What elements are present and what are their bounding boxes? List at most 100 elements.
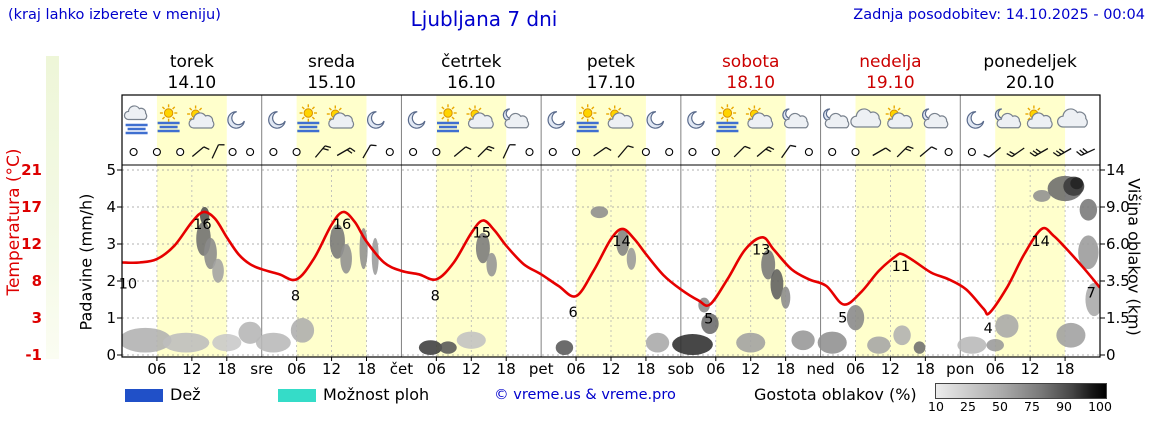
calm-wind-icon [269,147,278,157]
cloud-blob [995,314,1019,338]
calm-wind-icon [548,147,557,157]
hour-label: 06 [567,360,586,378]
hour-label: 06 [846,360,865,378]
temperature-line [122,210,1100,316]
day-date: 20.10 [1006,73,1055,93]
sun-cloud-icon [326,105,355,129]
density-tick: 90 [1056,399,1072,414]
moon-icon [407,111,426,129]
fog-sun-icon [716,104,739,133]
cloud-blob [616,229,630,256]
cloud-blob [672,334,713,355]
cloud-density-legend-label: Gostota oblakov (%) [754,385,917,404]
hour-label: 12 [182,360,201,378]
temp-value-label: 16 [193,217,211,233]
cloud-blob [371,237,379,276]
hour-label: 06 [427,360,446,378]
calm-wind-icon [711,147,720,157]
day-name: torek [170,52,214,72]
credit-link[interactable]: © vreme.us & vreme.pro [494,387,676,403]
cloud-icon [1057,108,1088,128]
calm-wind-icon [804,147,813,157]
cloud-height-tick: 1.5 [1106,309,1130,327]
calm-wind-icon [409,147,418,157]
moon-icon [646,111,665,129]
wind-barb-icon [1052,147,1072,157]
calm-wind-icon [385,147,394,157]
day-name: nedelja [859,52,921,72]
cloud-blob [626,247,637,270]
temp-value-label: 8 [431,288,440,304]
calm-wind-icon [176,147,185,157]
cloud-blob [212,258,224,283]
cloud-blob [162,332,210,353]
hour-label: 18 [497,360,516,378]
cloud-blob [238,321,262,344]
cloud-height-tick: 9.0 [1106,198,1130,216]
moon-cloud-icon [921,108,949,129]
calm-wind-icon [152,147,161,157]
wind-barb-icon [919,146,938,157]
wind-barb-icon [191,146,210,157]
cloud-blob [791,330,815,351]
showers-legend-label: Možnost ploh [323,385,430,404]
fog-sun-icon [437,104,459,133]
cloud-blob [1079,198,1098,221]
temp-value-label: 15 [473,225,491,241]
cloud-blob [486,252,497,277]
hour-label: 12 [881,360,900,378]
cloud-blob [475,232,490,264]
cloud-blob [957,336,987,354]
moon-icon [687,111,705,129]
density-tick: 25 [960,399,976,414]
wind-barb-icon [362,144,377,159]
hour-label: 06 [287,360,306,378]
cloud-blob [701,313,719,335]
wind-barb-icon [733,145,751,158]
moon-icon [367,111,385,129]
hour-label: 12 [601,360,620,378]
temp-value-label: 5 [838,311,847,327]
precip-tick: 3 [106,235,116,253]
moon-icon [547,111,566,129]
wind-barb-icon [781,144,797,159]
sun-cloud-icon [745,105,774,129]
wind-barb-icon [211,144,225,159]
density-tick: 50 [992,399,1008,414]
day-date: 18.10 [726,73,775,93]
temperature-value-labels: 10 16 8 16 8 15 6 14 5 13 5 11 4 14 7 [119,217,1096,337]
temp-value-label: 6 [569,305,578,321]
cloud-blob [986,338,1004,352]
cloud-blob [780,286,791,309]
moon-cloud-icon [502,108,530,129]
cloud-blob [1070,177,1084,190]
cloud-blob [590,206,609,219]
cloud-blob [290,318,315,343]
wind-barb-icon [896,145,914,158]
wind-barb-icon [1029,147,1049,157]
moon-icon [268,111,286,129]
day-date: 19.10 [866,73,915,93]
day-abbrev-label: čet [390,360,413,378]
temperature-colorbar [46,56,59,359]
last-update: Zadnja posodobitev: 14.10.2025 - 00:04 [853,7,1145,23]
rain-legend-label: Dež [170,385,201,404]
hour-label: 12 [322,360,341,378]
temp-value-label: 14 [612,234,630,250]
precip-tick: 5 [106,161,116,179]
temp-value-label: 4 [984,321,993,337]
showers-legend-swatch [278,389,316,402]
temp-tick: 3 [32,309,42,327]
cloud-blob [761,249,776,280]
sun-cloud-icon [1025,105,1053,129]
precip-tick: 1 [106,309,116,327]
calm-wind-icon [851,147,860,157]
cloud-blob [329,224,345,259]
temp-value-label: 7 [1087,286,1096,302]
density-tick: 10 [928,399,944,414]
day-date: 17.10 [587,73,636,93]
cloud-blob [418,340,443,355]
temperature-curve [122,210,1100,316]
temp-tick: 17 [21,198,42,216]
